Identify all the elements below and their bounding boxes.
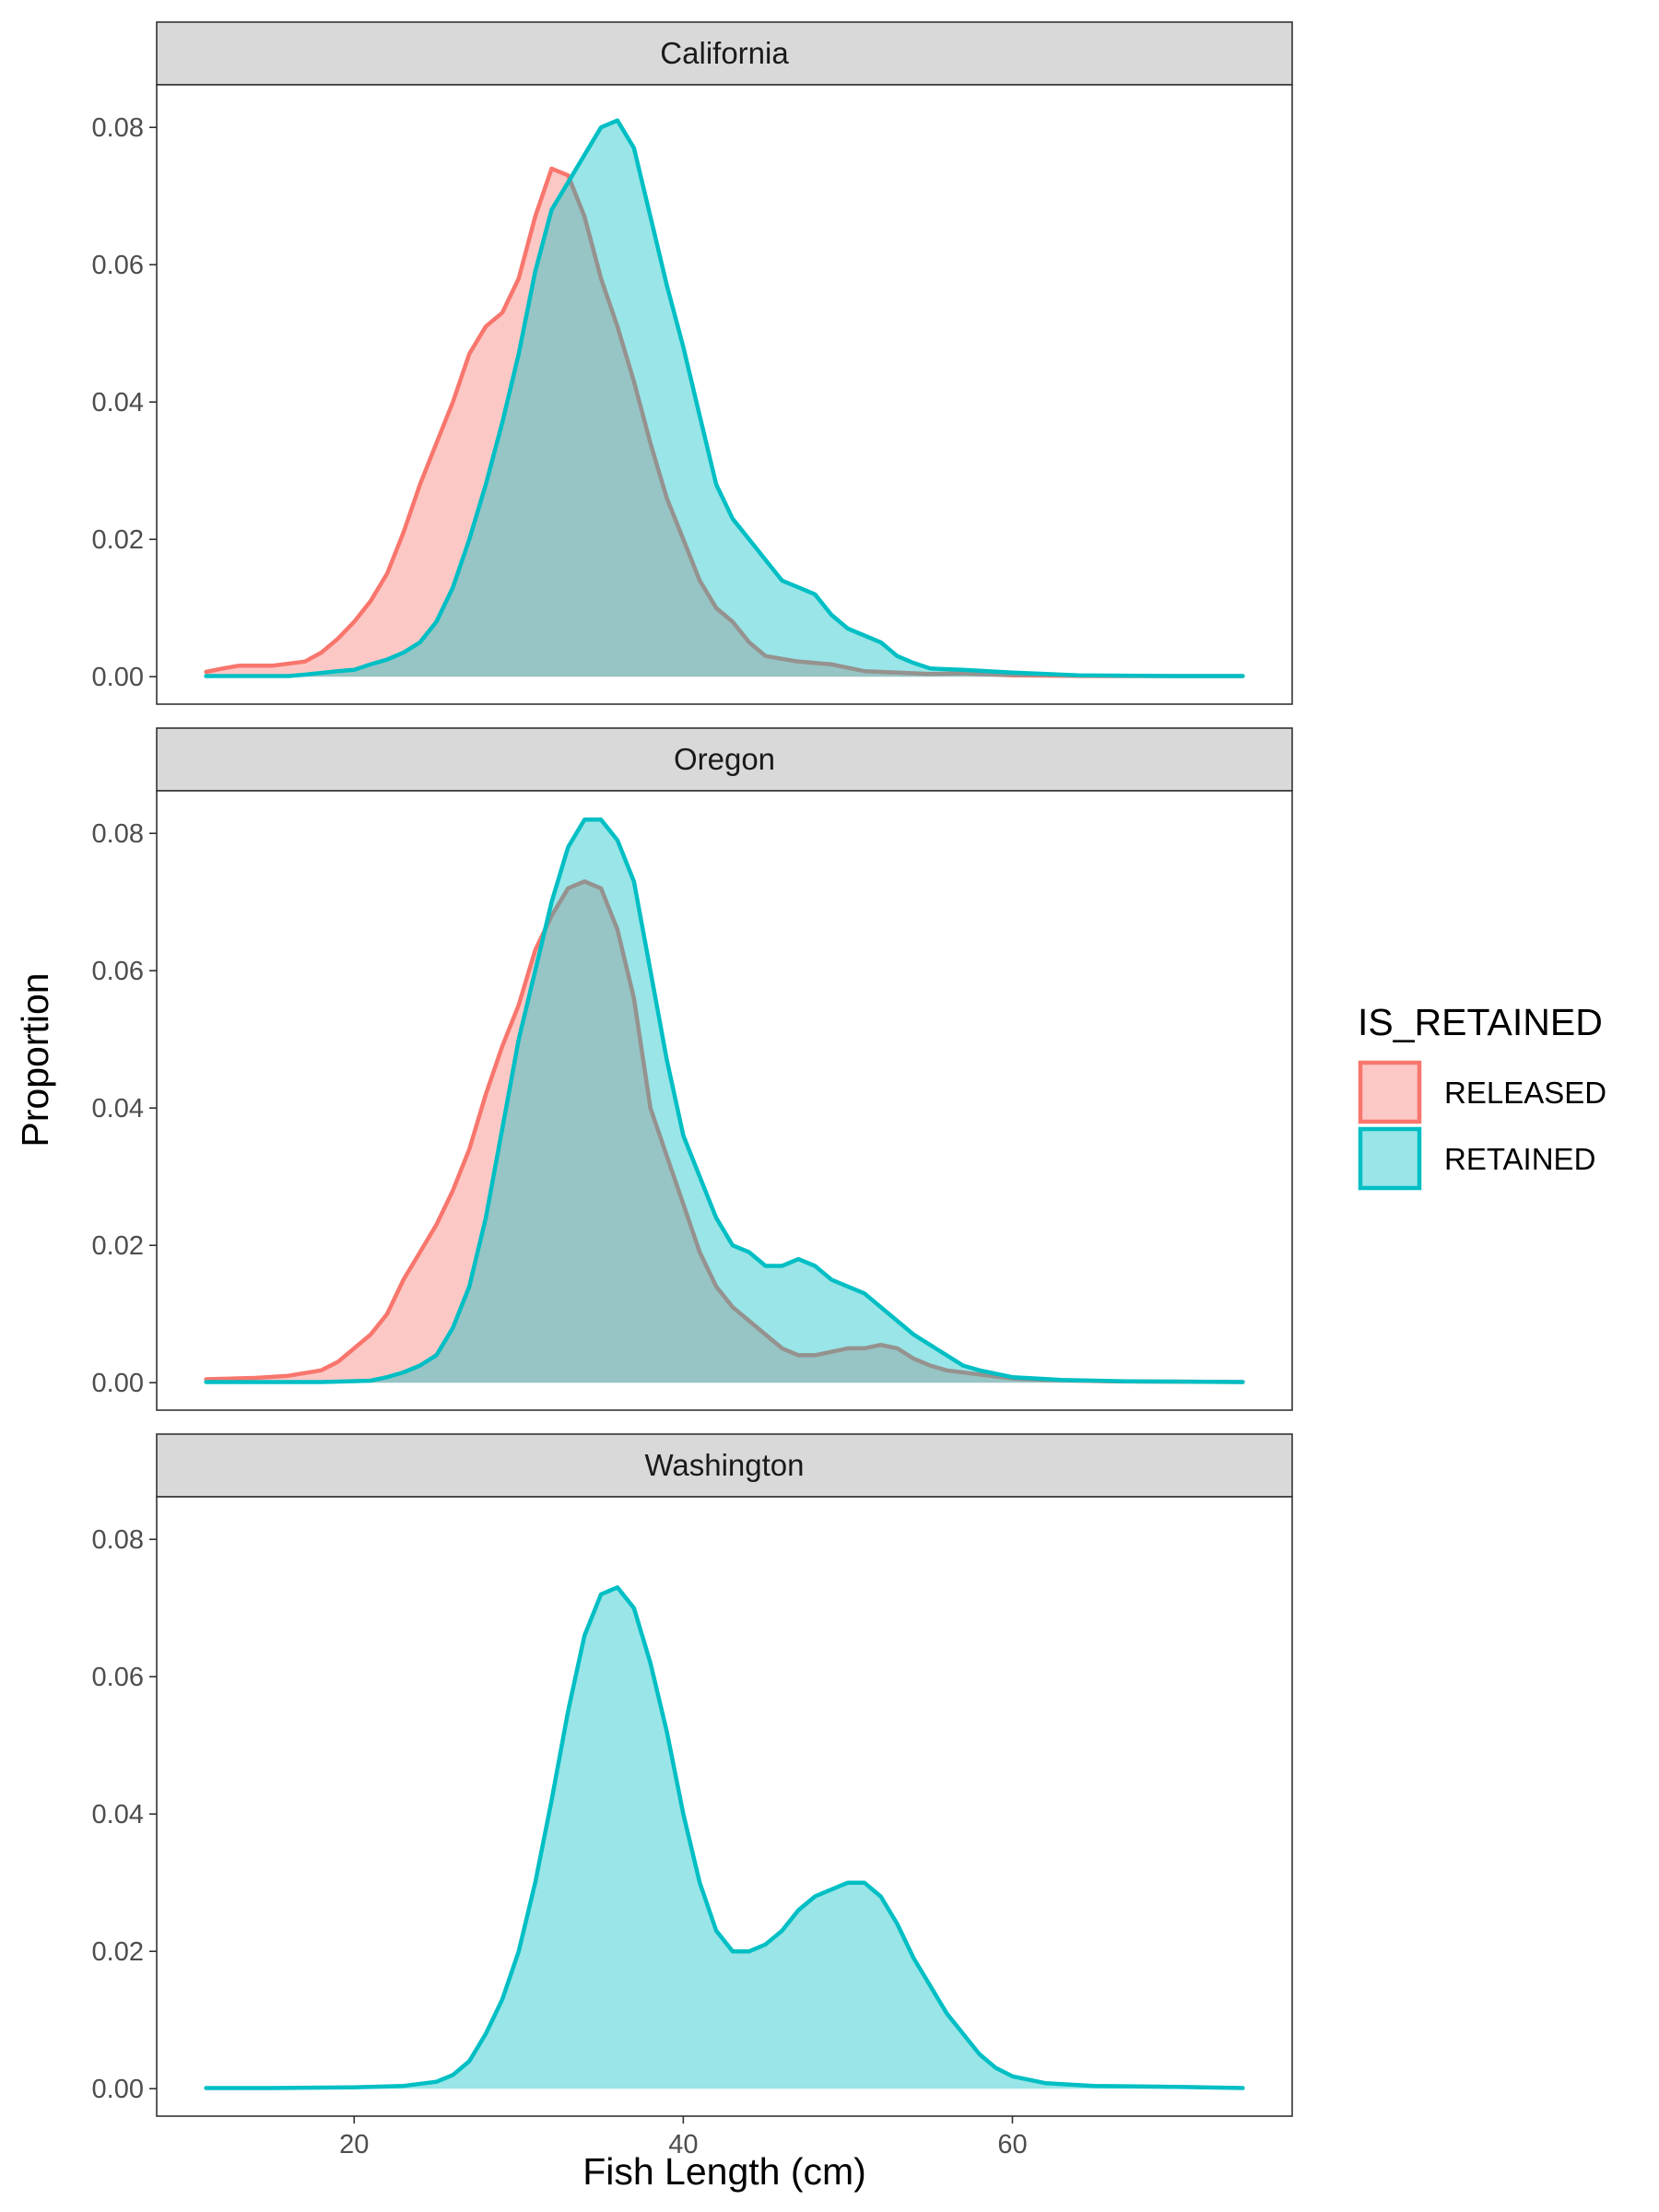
facet-panels: California 0.00 0.02 0.04 0.06 0.08 Oregon 0.00… <box>92 21 1293 2117</box>
y-tick-label: 0.08 <box>92 113 144 143</box>
panel-border <box>156 1496 1293 2117</box>
y-tick-label: 0.00 <box>92 1369 144 1398</box>
y-tick-label: 0.04 <box>92 388 144 418</box>
density-line-retained <box>204 118 1245 678</box>
y-tick-label: 0.02 <box>92 1231 144 1261</box>
y-tick-label: 0.06 <box>92 1663 144 1692</box>
facet-washington: Washington 0.00 0.02 0.04 0.06 0.08 <box>92 1433 1293 2117</box>
panel-background <box>157 85 1292 704</box>
facet-strip <box>156 1433 1293 1498</box>
density-area-retained <box>206 120 1243 677</box>
density-line-released <box>204 166 1245 678</box>
density-line-retained <box>204 1585 1245 2090</box>
facet-strip-label: California <box>660 36 789 70</box>
density-area-retained <box>206 1587 1243 2089</box>
panel-border <box>156 790 1293 1411</box>
x-axis: 20 40 60 <box>339 2116 1028 2159</box>
y-axis-title: Proportion <box>14 972 56 1147</box>
facet-strip-label: Oregon <box>674 742 775 776</box>
facet-california: California 0.00 0.02 0.04 0.06 0.08 <box>92 21 1293 705</box>
y-tick-label: 0.04 <box>92 1094 144 1124</box>
y-tick-label: 0.08 <box>92 1525 144 1555</box>
facet-strip-label: Washington <box>644 1448 804 1482</box>
x-axis-title: Fish Length (cm) <box>582 2150 866 2193</box>
density-line-released <box>204 879 1245 1384</box>
y-tick-label: 0.04 <box>92 1800 144 1830</box>
legend-label-retained: RETAINED <box>1444 1142 1595 1176</box>
legend-key-released <box>1358 1060 1422 1124</box>
legend-label-released: RELEASED <box>1444 1076 1606 1110</box>
density-line-retained <box>204 818 1245 1384</box>
y-tick-label: 0.00 <box>92 2075 144 2104</box>
facet-oregon: Oregon 0.00 0.02 0.04 0.06 0.08 <box>92 727 1293 1411</box>
x-tick-label: 20 <box>339 2130 369 2159</box>
legend: IS_RETAINED RELEASED RETAINED <box>1358 1001 1606 1191</box>
facet-strip <box>156 21 1293 86</box>
legend-title: IS_RETAINED <box>1358 1001 1603 1043</box>
x-tick-label: 60 <box>997 2130 1027 2159</box>
density-area-retained <box>206 819 1243 1383</box>
panel-background <box>157 791 1292 1410</box>
y-tick-label: 0.02 <box>92 1937 144 1967</box>
y-tick-label: 0.00 <box>92 663 144 692</box>
facet-strip <box>156 727 1293 792</box>
x-tick-label: 40 <box>668 2130 698 2159</box>
y-tick-label: 0.06 <box>92 251 144 280</box>
density-area-released <box>206 881 1243 1383</box>
y-tick-label: 0.02 <box>92 525 144 555</box>
y-tick-label: 0.08 <box>92 819 144 849</box>
panel-background <box>157 1497 1292 2116</box>
y-tick-label: 0.06 <box>92 957 144 986</box>
legend-key-retained <box>1358 1126 1422 1191</box>
panel-border <box>156 84 1293 705</box>
